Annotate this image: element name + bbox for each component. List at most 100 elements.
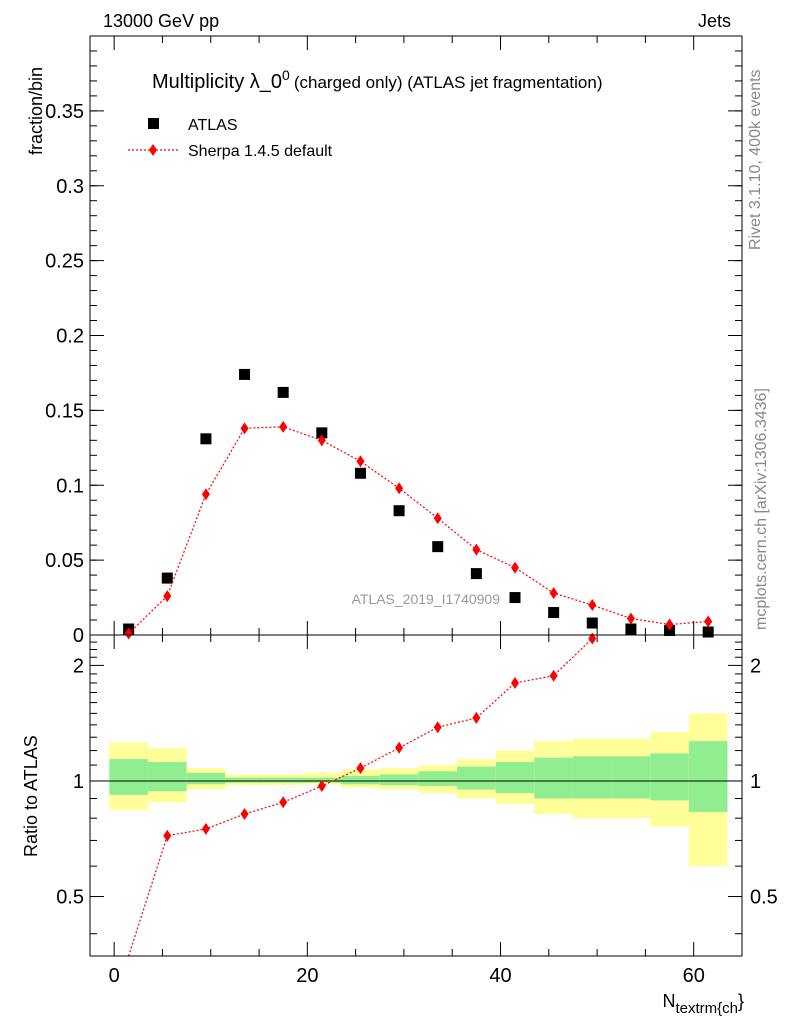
atlas-point — [200, 433, 212, 445]
ratio-frame — [89, 634, 743, 957]
main-y-axis: 0 0.05 0.1 0.15 0.2 0.25 0.3 0.35 — [45, 35, 742, 647]
ratio-x-tick-label: 20 — [296, 965, 318, 987]
x-axis-label-sub: textrm{ch — [675, 1000, 738, 1017]
inner-band-bin — [457, 766, 496, 790]
inner-band-bin — [418, 771, 458, 787]
main-y-tick-label: 0.3 — [56, 176, 84, 198]
atlas-point — [239, 368, 251, 380]
ratio-point — [433, 721, 442, 734]
inner-band-bin — [534, 757, 573, 799]
inner-band-bin — [688, 741, 728, 813]
legend-sherpa-label: Sherpa 1.4.5 default — [188, 143, 333, 160]
analysis-id: ATLAS_2019_I1740909 — [352, 591, 501, 607]
atlas-point — [393, 505, 405, 517]
main-y-tick-label: 0.05 — [45, 550, 84, 572]
sherpa-point — [124, 627, 133, 640]
inner-band-bin — [263, 777, 303, 783]
sherpa-point — [626, 612, 635, 625]
ratio-point — [240, 808, 249, 821]
main-x-axis — [113, 36, 695, 635]
sherpa-point — [588, 599, 597, 612]
ratio-point — [279, 796, 288, 809]
sherpa-line — [128, 426, 709, 634]
atlas-point — [354, 467, 366, 479]
sherpa-point — [704, 615, 713, 628]
ratio-point — [395, 741, 404, 754]
plot-subtitle: (charged only) (ATLAS jet fragmentation) — [294, 73, 603, 92]
inner-band-bin — [572, 756, 612, 799]
ratio-point — [511, 676, 520, 689]
sherpa-point — [549, 587, 558, 600]
ratio-point — [356, 762, 365, 775]
ratio-point — [588, 632, 597, 645]
ratio-y-tick-label: 2 — [73, 655, 84, 677]
sherpa-point — [472, 543, 481, 556]
main-y-tick-label: 0.25 — [45, 251, 84, 273]
x-axis-label: Ntextrm{ch} — [662, 991, 744, 1017]
ratio-y-axis: 0.5 0.5 1 1 2 2 — [56, 641, 778, 935]
plot-title-main: Multiplicity λ_0 — [152, 71, 282, 93]
ratio-x-tick-label: 60 — [683, 965, 705, 987]
main-y-tick-label: 0.1 — [56, 475, 84, 497]
atlas-point — [161, 572, 173, 584]
atlas-point — [277, 386, 289, 398]
ratio-point — [163, 829, 172, 842]
plot-title: Multiplicity λ_00 (charged only) (ATLAS j… — [152, 67, 603, 93]
sherpa-point — [279, 420, 288, 433]
ratio-point — [472, 711, 481, 724]
rivet-label: Rivet 3.1.10, 400k events — [747, 69, 764, 250]
sherpa-point — [433, 512, 442, 525]
mcplots-label: mcplots.cern.ch [arXiv:1306.3436] — [753, 388, 770, 630]
atlas-point — [316, 427, 328, 439]
atlas-point — [586, 617, 598, 629]
main-y-axis-label: fraction/bin — [26, 67, 46, 155]
main-y-tick-label: 0.2 — [56, 326, 84, 348]
inner-band-bin — [650, 753, 689, 801]
ratio-y-axis-label: Ratio to ATLAS — [21, 735, 41, 857]
legend-atlas-label: ATLAS — [188, 117, 238, 134]
ratio-x-tick-label: 0 — [109, 965, 120, 987]
inner-band-bin — [495, 762, 535, 794]
ratio-data — [128, 632, 597, 957]
inner-band-bin — [225, 777, 264, 783]
legend: ATLAS Sherpa 1.4.5 default — [128, 117, 333, 160]
plot-title-sup: 0 — [282, 67, 290, 83]
ratio-y-tick-label-right: 1 — [750, 771, 761, 793]
ratio-y-tick-label: 0.5 — [56, 887, 84, 909]
sherpa-point — [395, 482, 404, 495]
main-y-tick-label: 0.35 — [45, 101, 84, 123]
legend-sherpa-marker — [149, 144, 157, 156]
inner-band-bin — [147, 762, 187, 792]
atlas-point — [625, 623, 637, 635]
ratio-y-tick-label-right: 2 — [750, 655, 761, 677]
inner-band-bin — [341, 776, 380, 785]
process-label: Jets — [698, 11, 731, 31]
legend-atlas-marker — [148, 118, 159, 129]
main-y-tick-label: 0 — [73, 625, 84, 647]
ratio-point — [549, 669, 558, 682]
sherpa-point — [201, 488, 210, 501]
ratio-point — [201, 822, 210, 835]
collision-label: 13000 GeV pp — [103, 11, 219, 31]
ratio-uncertainty-bands — [109, 713, 728, 867]
x-axis-label-main: N — [662, 991, 675, 1011]
inner-band-bin — [379, 774, 419, 786]
x-axis-label-suffix: } — [738, 991, 744, 1011]
sherpa-point — [665, 618, 674, 631]
atlas-point — [470, 568, 482, 580]
sherpa-point — [240, 422, 249, 435]
sherpa-point — [511, 561, 520, 574]
ratio-x-tick-label: 40 — [489, 965, 511, 987]
atlas-point — [432, 541, 444, 553]
ratio-y-tick-label: 1 — [73, 771, 84, 793]
sherpa-point — [317, 434, 326, 447]
main-panel: 00.050.10.150.20.250.30.35 fraction/bin … — [26, 35, 743, 647]
inner-band-bin — [186, 772, 226, 785]
sherpa-point — [356, 455, 365, 468]
ratio-panel: 0.5 0.5 1 1 2 2 0 20 40 60 Ratio to ATLAS Ntextr… — [21, 632, 778, 1017]
ratio-y-tick-label-right: 0.5 — [750, 887, 778, 909]
atlas-point — [509, 592, 521, 604]
atlas-point — [548, 607, 560, 619]
sherpa-point — [163, 590, 172, 603]
